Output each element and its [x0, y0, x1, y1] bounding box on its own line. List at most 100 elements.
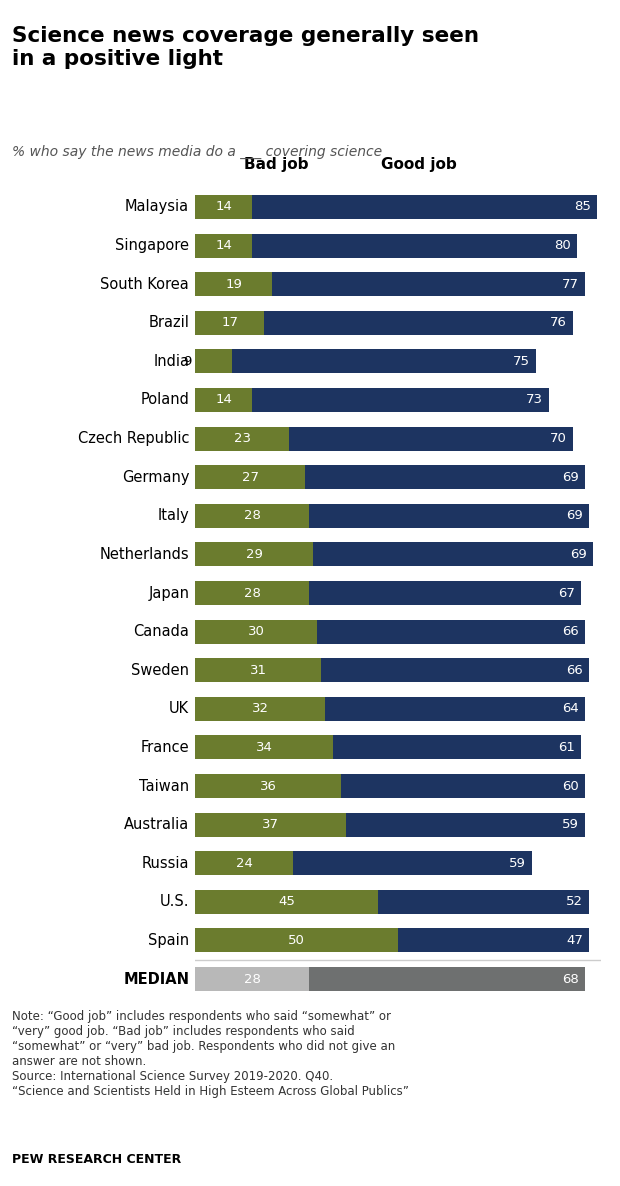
Text: Good job: Good job [381, 158, 456, 172]
Text: 29: 29 [246, 548, 263, 561]
Bar [195, 852, 293, 875]
Text: Italy: Italy [157, 509, 189, 523]
Text: India: India [153, 353, 189, 369]
Bar [334, 735, 581, 759]
Text: Netherlands: Netherlands [100, 547, 189, 562]
Bar [195, 619, 317, 644]
Text: Malaysia: Malaysia [125, 199, 189, 215]
Bar [313, 542, 593, 567]
Text: 69: 69 [567, 509, 583, 522]
Bar [309, 581, 581, 605]
Text: 60: 60 [562, 779, 579, 792]
Bar [378, 890, 589, 913]
Text: 69: 69 [570, 548, 587, 561]
Text: Australia: Australia [124, 817, 189, 833]
Text: Note: “Good job” includes respondents who said “somewhat” or
“very” good job. “B: Note: “Good job” includes respondents wh… [12, 1010, 409, 1098]
Text: 66: 66 [567, 664, 583, 677]
Text: PEW RESEARCH CENTER: PEW RESEARCH CENTER [12, 1153, 182, 1166]
Text: 67: 67 [558, 587, 575, 599]
Text: 61: 61 [558, 741, 575, 754]
Text: 76: 76 [550, 317, 567, 330]
Bar [195, 967, 309, 991]
Bar [195, 195, 252, 219]
Text: 68: 68 [562, 973, 579, 986]
Text: South Korea: South Korea [100, 276, 189, 292]
Text: Canada: Canada [133, 624, 189, 639]
Bar [195, 388, 252, 412]
Bar [317, 619, 585, 644]
Bar [195, 465, 305, 489]
Text: 47: 47 [566, 933, 583, 946]
Text: 59: 59 [510, 856, 526, 869]
Text: Spain: Spain [148, 933, 189, 948]
Bar [289, 427, 573, 451]
Text: 50: 50 [288, 933, 305, 946]
Text: Science news coverage generally seen
in a positive light: Science news coverage generally seen in … [12, 26, 479, 69]
Bar [195, 273, 272, 296]
Text: U.S.: U.S. [160, 894, 189, 910]
Text: Russia: Russia [142, 856, 189, 871]
Text: 27: 27 [242, 471, 259, 484]
Bar [195, 542, 313, 567]
Text: 80: 80 [554, 240, 571, 253]
Text: Brazil: Brazil [148, 315, 189, 330]
Bar [195, 812, 345, 836]
Text: 70: 70 [550, 432, 567, 445]
Text: Poland: Poland [140, 393, 189, 408]
Bar [326, 697, 585, 721]
Bar [195, 658, 321, 682]
Bar [293, 852, 533, 875]
Text: Germany: Germany [122, 470, 189, 485]
Text: 36: 36 [260, 779, 277, 792]
Text: 69: 69 [562, 471, 579, 484]
Bar [321, 658, 589, 682]
Bar [252, 195, 597, 219]
Bar [309, 967, 585, 991]
Bar [195, 735, 334, 759]
Bar [342, 774, 585, 798]
Text: 28: 28 [244, 587, 260, 599]
Text: 64: 64 [562, 702, 579, 715]
Text: 14: 14 [215, 240, 232, 253]
Bar [305, 465, 585, 489]
Bar [252, 234, 577, 257]
Bar [195, 890, 378, 913]
Text: 66: 66 [562, 625, 579, 638]
Text: % who say the news media do a ___ covering science: % who say the news media do a ___ coveri… [12, 145, 383, 159]
Text: 73: 73 [526, 394, 542, 407]
Text: Czech Republic: Czech Republic [78, 431, 189, 446]
Bar [195, 774, 342, 798]
Text: 75: 75 [513, 355, 530, 368]
Bar [195, 697, 326, 721]
Text: 31: 31 [250, 664, 267, 677]
Bar [345, 812, 585, 836]
Text: 85: 85 [574, 200, 591, 213]
Text: 34: 34 [256, 741, 273, 754]
Text: 17: 17 [221, 317, 238, 330]
Bar [195, 581, 309, 605]
Text: Bad job: Bad job [244, 158, 309, 172]
Text: 37: 37 [262, 818, 279, 831]
Text: 30: 30 [248, 625, 265, 638]
Text: 23: 23 [234, 432, 250, 445]
Text: 24: 24 [236, 856, 252, 869]
Text: 14: 14 [215, 200, 232, 213]
Text: France: France [141, 740, 189, 755]
Bar [272, 273, 585, 296]
Text: 52: 52 [566, 895, 583, 908]
Text: 14: 14 [215, 394, 232, 407]
Text: 32: 32 [252, 702, 269, 715]
Text: Japan: Japan [148, 586, 189, 600]
Text: 59: 59 [562, 818, 579, 831]
Text: UK: UK [169, 701, 189, 716]
Bar [252, 388, 549, 412]
Bar [195, 427, 289, 451]
Text: Sweden: Sweden [131, 663, 189, 677]
Bar [195, 929, 399, 952]
Bar [195, 234, 252, 257]
Text: MEDIAN: MEDIAN [123, 971, 189, 987]
Text: 28: 28 [244, 973, 260, 986]
Bar [399, 929, 589, 952]
Bar [232, 350, 536, 374]
Text: 19: 19 [226, 278, 242, 291]
